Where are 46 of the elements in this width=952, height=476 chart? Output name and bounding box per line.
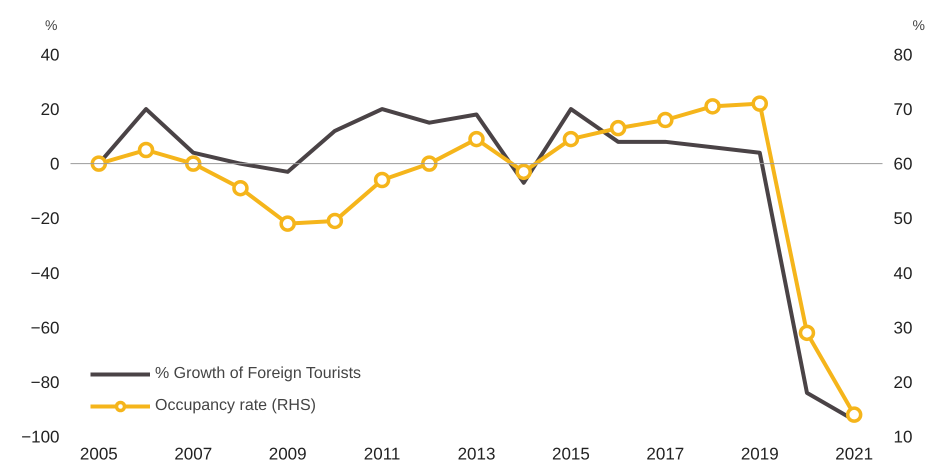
- y-axis-title: %: [45, 16, 58, 35]
- y2-tick-label: 70: [894, 100, 912, 120]
- legend-label: % Growth of Foreign Tourists: [155, 365, 362, 383]
- point: [138, 142, 154, 158]
- x-tick-label: 2019: [740, 444, 779, 464]
- x-tick-label: 2009: [268, 444, 307, 464]
- y2-axis-title: %: [912, 16, 925, 35]
- y2-tick-label: 50: [894, 209, 912, 228]
- x-tick-label: 2021: [835, 444, 874, 464]
- point: [562, 130, 580, 148]
- point: [657, 112, 674, 128]
- x-tick-label: 2005: [80, 444, 118, 464]
- x-tick-label: 2013: [458, 444, 496, 464]
- y-tick-label: −60: [30, 318, 60, 338]
- point: [704, 98, 721, 115]
- y-tick-label: 20: [40, 100, 60, 120]
- point: [610, 120, 626, 136]
- y2-tick-label: 20: [894, 372, 912, 392]
- x-tick-label: 2007: [174, 444, 212, 464]
- y-tick-label: −80: [30, 372, 60, 392]
- x-tick-label: 2015: [552, 444, 590, 464]
- y2-tick-label: 80: [894, 46, 912, 64]
- y-tick-label: −40: [30, 264, 60, 283]
- point: [798, 324, 816, 342]
- point: [421, 155, 438, 172]
- y-tick-label: −20: [30, 209, 60, 228]
- x-tick-label: 2011: [364, 444, 400, 464]
- legend-label: Occupancy rate (RHS): [155, 397, 316, 415]
- point: [232, 180, 249, 196]
- y-tick-label: 0: [50, 154, 60, 174]
- point: [184, 155, 202, 172]
- point: [374, 172, 390, 188]
- point: [515, 164, 532, 180]
- point: [846, 406, 862, 423]
- y2-tick-label: 60: [894, 154, 912, 174]
- y-tick-label: 40: [40, 46, 60, 64]
- point: [468, 130, 485, 148]
- x-tick-label: 2017: [646, 444, 684, 464]
- point: [90, 155, 108, 172]
- y2-tick-label: 30: [894, 318, 912, 338]
- point: [752, 95, 768, 112]
- y-tick-label: −100: [21, 428, 60, 446]
- y2-tick-label: 40: [894, 264, 912, 283]
- point: [279, 215, 296, 232]
- point: [326, 212, 344, 230]
- y2-tick-label: 10: [894, 428, 912, 446]
